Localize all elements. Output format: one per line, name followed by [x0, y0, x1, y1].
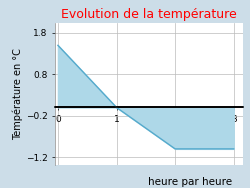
Title: Evolution de la température: Evolution de la température [61, 8, 236, 21]
Y-axis label: Température en °C: Température en °C [12, 48, 23, 140]
X-axis label: heure par heure: heure par heure [148, 177, 232, 187]
